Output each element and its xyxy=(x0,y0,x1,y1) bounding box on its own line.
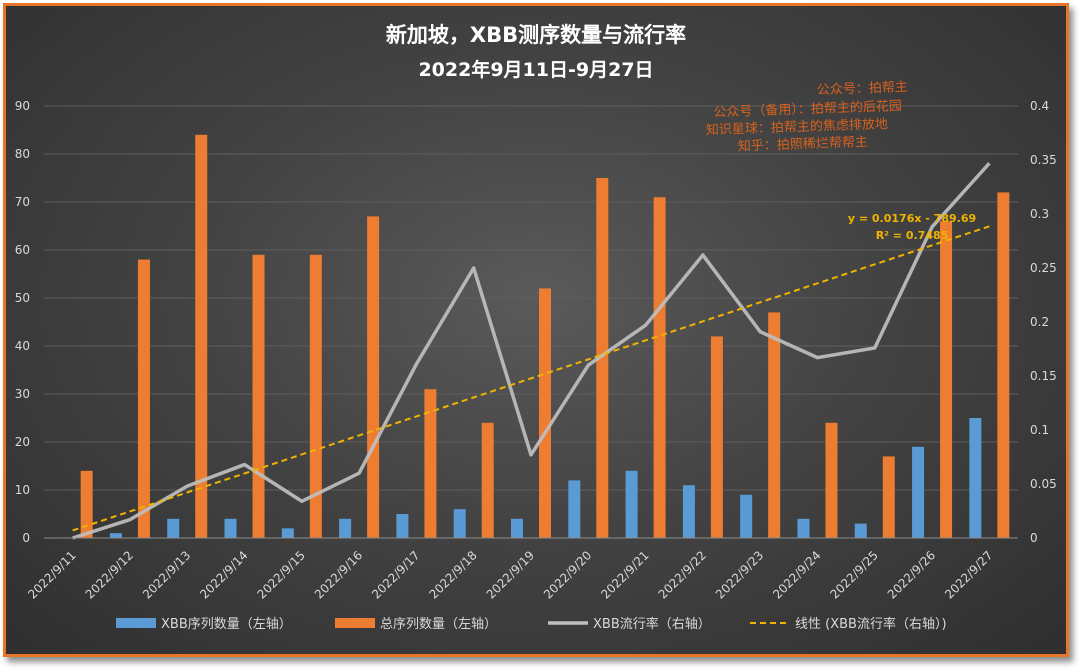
y-left-tick-label: 80 xyxy=(15,147,30,161)
y-right-tick-label: 0.35 xyxy=(1030,153,1057,167)
y-right-tick-label: 0.05 xyxy=(1030,477,1057,491)
bar-total xyxy=(596,178,609,538)
x-tick-label: 2022/9/18 xyxy=(426,548,479,601)
bar-xbb xyxy=(682,485,695,538)
trendline xyxy=(72,225,990,532)
watermark-line: 公众号（备用）：拍帮主的后花园 xyxy=(713,98,902,121)
y-left-tick-label: 40 xyxy=(15,339,30,353)
y-left-tick-label: 0 xyxy=(22,531,30,545)
x-tick-label: 2022/9/14 xyxy=(197,548,250,601)
chart-frame xyxy=(3,3,1069,657)
bar-xbb xyxy=(625,470,638,538)
bar-xbb xyxy=(281,528,294,538)
x-tick-label: 2022/9/23 xyxy=(713,548,766,601)
y-right-tick-label: 0.4 xyxy=(1030,99,1049,113)
x-tick-label: 2022/9/12 xyxy=(83,548,136,601)
x-tick-label: 2022/9/24 xyxy=(770,548,823,601)
x-tick-label: 2022/9/20 xyxy=(541,548,594,601)
y-right-tick-label: 0.2 xyxy=(1030,315,1049,329)
bar-total xyxy=(825,422,838,538)
bar-total xyxy=(137,259,150,538)
gridlines xyxy=(44,105,1018,539)
bar-total xyxy=(768,312,781,538)
bar-total xyxy=(195,134,208,539)
bar-total xyxy=(940,221,953,538)
y-left-tick-label: 70 xyxy=(15,195,30,209)
y-left-tick-label: 90 xyxy=(15,99,30,113)
x-tick-label: 2022/9/17 xyxy=(369,548,422,601)
x-tick-label: 2022/9/25 xyxy=(827,548,880,601)
legend-label: 线性 (XBB流行率（右轴）) xyxy=(795,616,947,632)
prevalence-line xyxy=(72,162,991,540)
y-right-tick-label: 0.25 xyxy=(1030,261,1057,275)
bar-total xyxy=(882,456,895,538)
bar-xbb xyxy=(396,514,409,538)
y-right-tick-label: 0.15 xyxy=(1030,369,1057,383)
legend: XBB序列数量（左轴） 总序列数量（左轴） XBB流行率（右轴） 线性 (XBB流行率… xyxy=(116,616,947,632)
y-right-tick-label: 0.3 xyxy=(1030,207,1049,221)
chart-title: 新加坡，XBB测序数量与流行率 xyxy=(386,23,686,47)
chart-subtitle: 2022年9月11日-9月27日 xyxy=(418,58,653,81)
x-tick-label: 2022/9/11 xyxy=(25,548,78,601)
bar-total xyxy=(80,470,93,538)
bar-xbb xyxy=(453,509,466,538)
watermark: 公众号：拍帮主公众号（备用）：拍帮主的后花园知识星球：拍帮主的焦虑排放地知乎：拍… xyxy=(706,80,908,155)
y-left-tick-label: 30 xyxy=(15,387,30,401)
x-tick-label: 2022/9/21 xyxy=(598,548,651,601)
y-left-tick-label: 50 xyxy=(15,291,30,305)
x-tick-label: 2022/9/22 xyxy=(656,548,709,601)
x-tick-label: 2022/9/27 xyxy=(942,548,995,601)
bar-total xyxy=(539,288,551,538)
bar-xbb xyxy=(167,518,180,538)
trendline-equation: y = 0.0176x - 789.69 xyxy=(848,212,976,225)
y-right-tick-label: 0.1 xyxy=(1030,423,1049,437)
legend-label: XBB流行率（右轴） xyxy=(593,616,711,632)
trendline-r2: R² = 0.7485 xyxy=(876,229,949,242)
bar-xbb xyxy=(224,518,237,538)
y-left-tick-label: 10 xyxy=(15,483,30,497)
x-tick-label: 2022/9/19 xyxy=(484,548,537,601)
bar-xbb xyxy=(109,533,122,538)
legend-swatch xyxy=(335,618,375,628)
x-tick-label: 2022/9/15 xyxy=(255,548,308,601)
watermark-line: 知乎：拍照稀烂帮帮主 xyxy=(738,134,868,155)
bar-xbb xyxy=(969,418,982,538)
legend-label: XBB序列数量（左轴） xyxy=(161,617,292,632)
watermark-line: 知识星球：拍帮主的焦虑排放地 xyxy=(706,116,888,138)
bar-total xyxy=(367,216,380,538)
bar-xbb xyxy=(339,518,352,538)
bars-group xyxy=(80,134,1010,539)
bar-xbb xyxy=(740,494,753,538)
bar-xbb xyxy=(797,518,810,538)
x-tick-label: 2022/9/16 xyxy=(312,548,365,601)
bar-xbb xyxy=(568,480,581,538)
x-tick-label: 2022/9/26 xyxy=(885,548,938,601)
legend-swatch xyxy=(116,618,156,628)
bar-xbb xyxy=(854,523,867,538)
lines-group xyxy=(72,162,991,540)
y-right-tick-label: 0 xyxy=(1030,531,1038,545)
bar-total xyxy=(481,422,494,538)
bar-xbb xyxy=(511,518,523,538)
bar-total xyxy=(252,254,265,539)
bar-total xyxy=(424,389,437,538)
x-tick-label: 2022/9/13 xyxy=(140,548,193,601)
bar-total xyxy=(309,254,322,539)
watermark-line: 公众号：拍帮主 xyxy=(817,80,908,98)
y-left-tick-label: 20 xyxy=(15,435,30,449)
bar-total xyxy=(710,336,723,538)
legend-label: 总序列数量（左轴） xyxy=(380,617,497,632)
bar-total xyxy=(997,192,1010,538)
bar-xbb xyxy=(912,446,925,538)
y-left-tick-label: 60 xyxy=(15,243,30,257)
bar-total xyxy=(653,197,666,538)
